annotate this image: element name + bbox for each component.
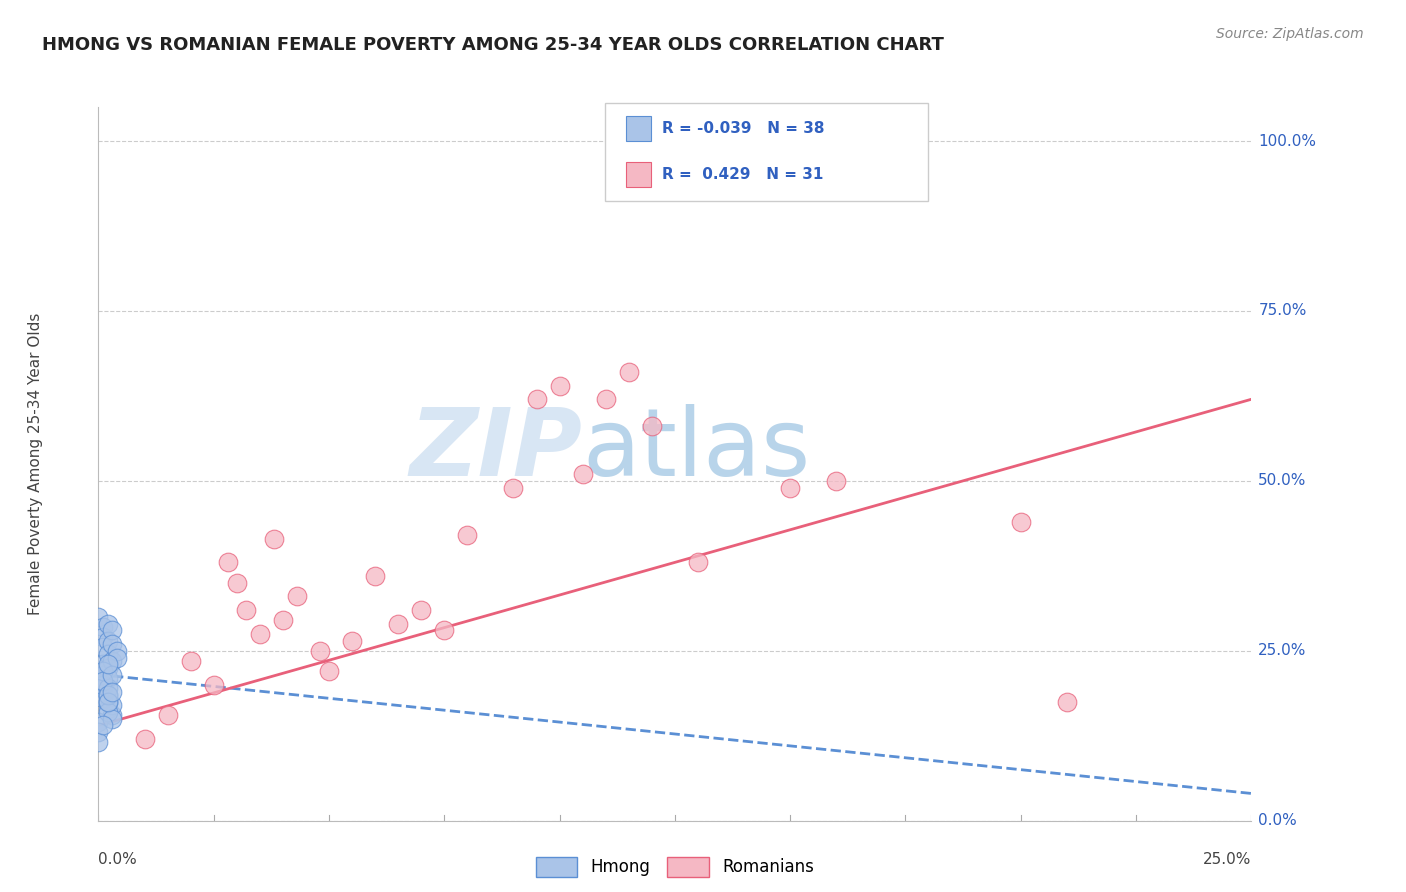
Text: 50.0%: 50.0% (1258, 474, 1306, 488)
Text: 25.0%: 25.0% (1258, 643, 1306, 658)
Point (285, 590, 308, 604)
Point (235, 603, 257, 617)
Point (595, 392, 617, 407)
Legend: Hmong, Romanians: Hmong, Romanians (529, 850, 821, 884)
Point (202, 678, 225, 692)
Text: 100.0%: 100.0% (1258, 134, 1316, 149)
Text: ZIP: ZIP (409, 403, 582, 496)
Text: 25.0%: 25.0% (1204, 852, 1251, 867)
Point (433, 624, 456, 638)
Point (97, 657, 120, 672)
Point (548, 378, 571, 392)
Point (87, 715, 110, 730)
Point (97, 705, 120, 719)
Point (134, 732, 156, 747)
Point (217, 555, 239, 569)
Point (97, 681, 120, 695)
Point (617, 365, 640, 379)
Point (101, 637, 124, 651)
Point (456, 528, 478, 542)
Point (97, 701, 120, 715)
Point (249, 626, 271, 640)
Point (1010, 515, 1032, 529)
Point (97, 688, 120, 702)
Point (779, 481, 801, 495)
Point (101, 654, 124, 668)
Point (686, 555, 709, 569)
Point (105, 644, 128, 658)
Point (91, 718, 114, 732)
Point (87, 725, 110, 739)
Point (101, 712, 124, 726)
Point (101, 708, 124, 723)
Point (97, 695, 120, 709)
Point (91, 674, 114, 689)
Point (97, 633, 120, 648)
Point (156, 708, 179, 723)
Point (364, 569, 387, 583)
Point (91, 667, 114, 681)
Point (387, 616, 409, 631)
Point (97, 688, 120, 702)
Point (101, 624, 124, 638)
Point (91, 657, 114, 672)
Text: 75.0%: 75.0% (1258, 303, 1306, 318)
Point (91, 681, 114, 695)
Text: 0.0%: 0.0% (98, 852, 138, 867)
Point (91, 678, 114, 692)
Text: Source: ZipAtlas.com: Source: ZipAtlas.com (1216, 27, 1364, 41)
Text: R =  0.429   N = 31: R = 0.429 N = 31 (662, 168, 824, 182)
Point (411, 603, 433, 617)
Point (101, 698, 124, 712)
Point (105, 650, 128, 665)
Point (97, 661, 120, 675)
Text: R = -0.039   N = 38: R = -0.039 N = 38 (662, 121, 825, 136)
Text: 0.0%: 0.0% (1258, 814, 1298, 828)
Point (91, 630, 114, 644)
Point (97, 695, 120, 709)
Point (825, 474, 848, 488)
Point (97, 671, 120, 685)
Point (225, 575, 247, 590)
Point (526, 392, 548, 407)
Point (101, 684, 124, 698)
Point (318, 664, 340, 678)
Point (1056, 695, 1078, 709)
Text: HMONG VS ROMANIAN FEMALE POVERTY AMONG 25-34 YEAR OLDS CORRELATION CHART: HMONG VS ROMANIAN FEMALE POVERTY AMONG 2… (42, 36, 943, 54)
Point (91, 620, 114, 634)
Point (91, 640, 114, 655)
Point (97, 647, 120, 661)
Point (101, 667, 124, 681)
Point (91, 664, 114, 678)
Point (263, 532, 285, 546)
Point (340, 633, 363, 648)
Text: Female Poverty Among 25-34 Year Olds: Female Poverty Among 25-34 Year Olds (28, 313, 42, 615)
Point (91, 691, 114, 706)
Point (180, 654, 202, 668)
Point (271, 613, 294, 627)
Point (87, 735, 110, 749)
Point (97, 616, 120, 631)
Text: atlas: atlas (582, 403, 811, 496)
Point (571, 467, 593, 481)
Point (308, 644, 330, 658)
Point (502, 481, 524, 495)
Point (641, 419, 664, 434)
Point (87, 609, 110, 624)
